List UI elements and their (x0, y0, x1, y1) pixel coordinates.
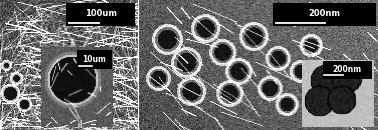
Text: 100um: 100um (85, 9, 117, 18)
FancyBboxPatch shape (66, 3, 135, 26)
FancyBboxPatch shape (273, 3, 376, 26)
Text: 200nm: 200nm (308, 9, 340, 18)
